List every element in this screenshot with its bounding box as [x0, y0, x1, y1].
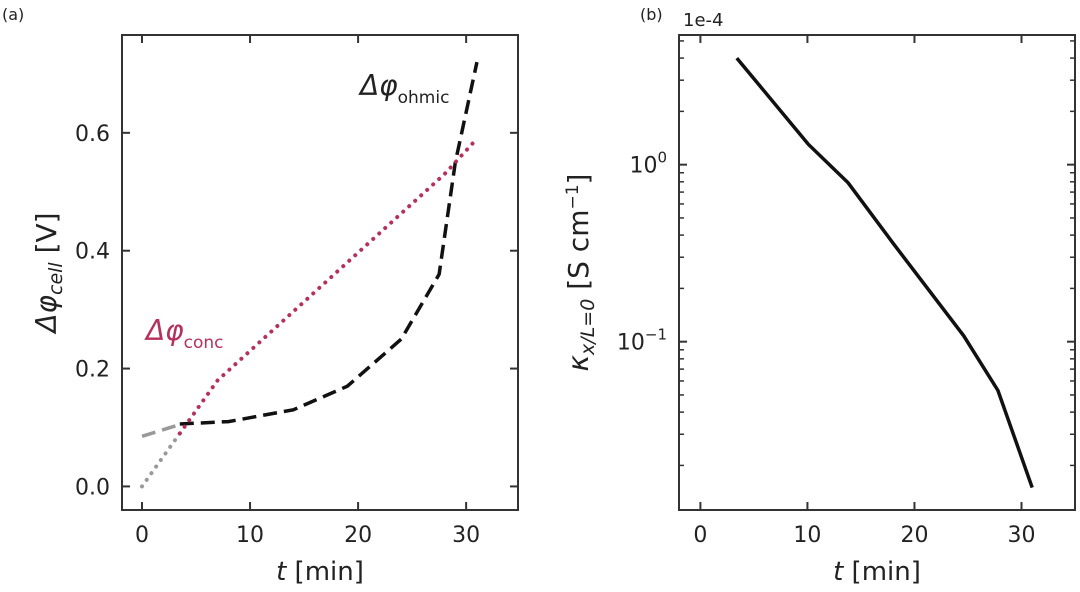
series-conductivity	[735, 56, 1034, 489]
axes-frame	[121, 34, 519, 511]
x-tick-label: 0	[693, 523, 707, 548]
x-tick-label: 30	[452, 523, 480, 548]
x-axis-label: t [min]	[276, 557, 364, 587]
y-axis-label: Δφcell [V]	[30, 212, 67, 334]
x-tick-label: 30	[1007, 523, 1035, 548]
series----conc	[177, 136, 479, 436]
panel-a	[121, 34, 519, 511]
y-tick-label: 0.2	[75, 358, 110, 383]
x-axis-label: t [min]	[833, 557, 921, 587]
y-axis-label: κx/L=0 [S cm−1]	[562, 174, 599, 372]
y-tick-label: 0.0	[75, 475, 110, 500]
series----ohmic	[179, 61, 479, 426]
panel-label: (b)	[640, 5, 663, 24]
axes-frame	[678, 34, 1076, 511]
annotation-conc: Δφconc	[144, 314, 224, 353]
series-conc-extrapolated	[139, 431, 182, 489]
x-tick-label: 10	[236, 523, 264, 548]
x-tick-label: 0	[135, 523, 149, 548]
x-tick-label: 20	[900, 523, 928, 548]
series-ohmic-extrapolated	[141, 422, 181, 439]
y-tick-label: 0.6	[75, 122, 110, 147]
y-tick-label: 10−1	[617, 326, 667, 356]
panel-b	[678, 34, 1076, 511]
y-tick-label: 0.4	[75, 240, 110, 265]
offset-label: 1e-4	[683, 10, 723, 31]
x-tick-label: 10	[793, 523, 821, 548]
x-tick-label: 20	[344, 523, 372, 548]
panel-label: (a)	[2, 5, 24, 24]
annotation-ohmic: Δφohmic	[358, 69, 449, 108]
y-tick-label: 100	[629, 149, 667, 179]
